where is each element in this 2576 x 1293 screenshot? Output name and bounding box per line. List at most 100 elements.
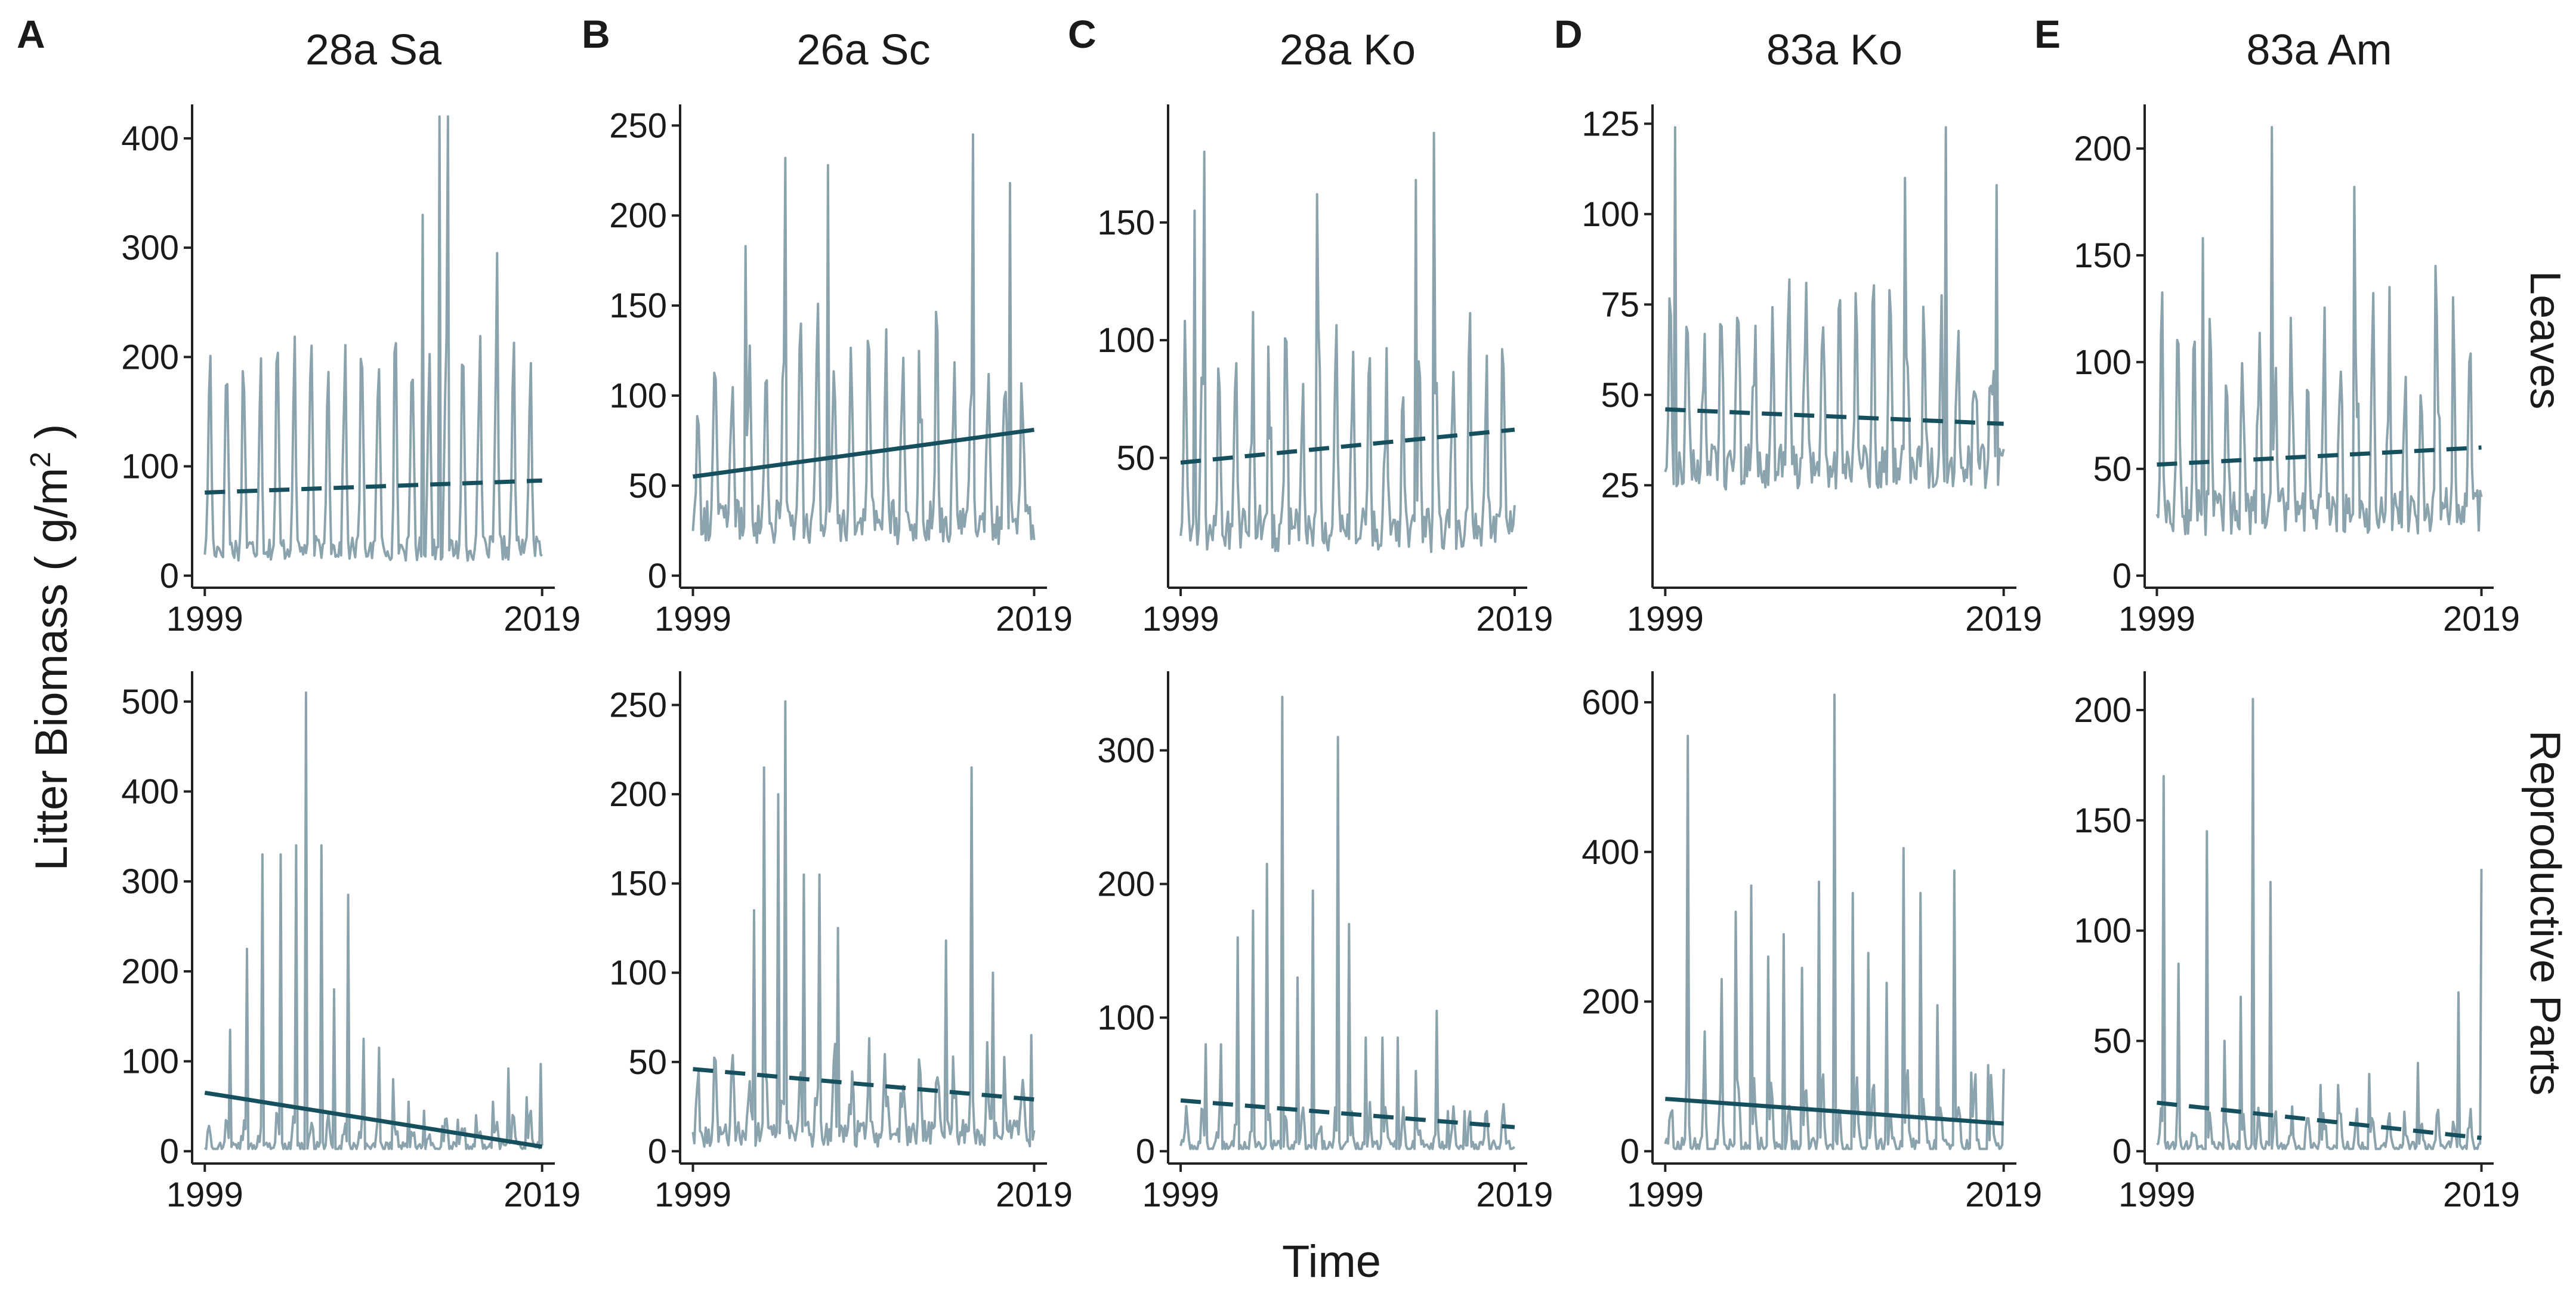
y-axis-title-superscript: 2 <box>25 452 57 468</box>
y-tick-label: 200 <box>121 952 179 991</box>
y-tick-label: 0 <box>160 557 179 595</box>
x-tick-label: 1999 <box>1627 600 1704 638</box>
x-axis-title: Time <box>1282 1236 1381 1287</box>
y-axis-title-suffix: ) <box>26 424 77 452</box>
y-tick-label: 100 <box>2074 343 2132 382</box>
y-tick-label: 100 <box>1582 195 1639 234</box>
x-tick-label: 2019 <box>504 1175 580 1214</box>
x-tick-label: 1999 <box>2118 600 2195 638</box>
y-tick-label: 250 <box>609 686 667 725</box>
x-tick-label: 1999 <box>1142 600 1219 638</box>
y-tick-label: 100 <box>121 448 179 486</box>
x-tick-label: 2019 <box>2443 600 2520 638</box>
strip-label-reproductive-parts: Reproductive Parts <box>2521 730 2569 1095</box>
y-tick-label: 300 <box>1097 732 1155 770</box>
y-tick-label: 200 <box>2074 129 2132 168</box>
y-tick-label: 200 <box>121 338 179 377</box>
y-tick-label: 150 <box>609 865 667 903</box>
y-tick-label: 200 <box>609 775 667 814</box>
panel-title: 28a Sa <box>305 26 442 74</box>
x-tick-label: 1999 <box>166 600 243 638</box>
panel-letter: B <box>582 12 610 56</box>
panel-26a-sc-reproductive: 0 50 100 150 200 250 1999 2019 <box>609 671 1073 1214</box>
y-tick-label: 100 <box>609 377 667 415</box>
y-tick-label: 0 <box>1136 1132 1155 1171</box>
x-tick-label: 2019 <box>504 600 580 638</box>
y-tick-label: 200 <box>1582 983 1639 1022</box>
panel-28a-sa-leaves: 0 100 200 300 400 1999 2019 28a Sa A <box>17 12 580 638</box>
y-tick-label: 0 <box>648 557 667 595</box>
series-line <box>203 691 543 1150</box>
y-tick-label: 100 <box>609 953 667 992</box>
panel-26a-sc-leaves: 0 50 100 150 200 250 1999 2019 26a Sc B <box>582 12 1073 638</box>
y-tick-label: 25 <box>1601 466 1639 505</box>
panel-83a-ko-reproductive: 0 200 400 600 1999 2019 <box>1582 671 2042 1214</box>
panel-28a-ko-reproductive: 0 100 200 300 1999 2019 <box>1097 671 1553 1214</box>
y-tick-label: 200 <box>1097 865 1155 904</box>
y-tick-label: 100 <box>2074 912 2132 951</box>
panel-title: 83a Am <box>2246 26 2392 74</box>
x-tick-label: 2019 <box>996 600 1073 638</box>
y-tick-label: 100 <box>1097 998 1155 1037</box>
y-tick-label: 200 <box>609 196 667 235</box>
y-tick-label: 75 <box>1601 285 1639 324</box>
panel-28a-sa-reproductive: 0 100 200 300 400 500 1999 2019 <box>121 671 580 1214</box>
series-line <box>2156 698 2483 1150</box>
trend-line <box>2157 445 2482 467</box>
y-tick-label: 500 <box>121 683 179 721</box>
x-tick-label: 2019 <box>1965 1175 2042 1214</box>
panel-83a-am-reproductive: 0 50 100 150 200 1999 2019 <box>2074 671 2520 1214</box>
y-tick-label: 0 <box>160 1132 179 1171</box>
series-line <box>691 133 1036 545</box>
series-line <box>2155 126 2483 536</box>
y-tick-label: 0 <box>1620 1132 1639 1171</box>
y-tick-label: 250 <box>609 106 667 145</box>
series-line <box>1664 693 2005 1150</box>
x-tick-label: 1999 <box>2118 1175 2195 1214</box>
y-tick-label: 100 <box>1097 321 1155 360</box>
x-tick-label: 2019 <box>1476 1175 1553 1214</box>
y-tick-label: 150 <box>1097 203 1155 242</box>
panel-letter: C <box>1068 12 1097 56</box>
x-tick-label: 1999 <box>654 1175 731 1214</box>
y-tick-label: 200 <box>2074 691 2132 730</box>
x-tick-label: 1999 <box>166 1175 243 1214</box>
y-tick-label: 100 <box>121 1042 179 1081</box>
y-tick-label: 50 <box>1116 439 1155 477</box>
strip-label-leaves: Leaves <box>2521 271 2569 409</box>
series-line <box>1179 696 1516 1150</box>
y-tick-label: 400 <box>1582 833 1639 872</box>
x-tick-label: 2019 <box>1965 600 2042 638</box>
y-tick-label: 0 <box>2112 557 2132 595</box>
y-tick-label: 400 <box>121 119 179 158</box>
panel-83a-ko-leaves: 25 50 75 100 125 1999 2019 83a Ko D <box>1554 12 2042 638</box>
y-tick-label: 400 <box>121 772 179 811</box>
y-tick-label: 50 <box>628 1043 667 1082</box>
series-line <box>691 700 1036 1148</box>
y-tick-label: 600 <box>1582 683 1639 722</box>
y-axis-title: Litter Biomass ( g/m2 ) <box>25 424 77 871</box>
trend-line <box>2157 1100 2482 1140</box>
trend-line <box>204 1090 543 1149</box>
y-tick-label: 50 <box>628 467 667 505</box>
x-tick-label: 1999 <box>654 600 731 638</box>
y-tick-label: 300 <box>121 229 179 267</box>
trend-line <box>1665 1097 2004 1126</box>
trend-line <box>693 1067 1034 1102</box>
panel-title: 83a Ko <box>1766 26 1902 74</box>
series-line <box>203 115 543 562</box>
x-tick-label: 2019 <box>1476 600 1553 638</box>
y-tick-label: 300 <box>121 862 179 901</box>
y-tick-label: 125 <box>1582 104 1639 143</box>
y-tick-label: 150 <box>2074 801 2132 840</box>
panel-28a-ko-leaves: 50 100 150 1999 2019 28a Ko C <box>1068 12 1553 638</box>
y-tick-label: 150 <box>609 286 667 325</box>
x-tick-label: 2019 <box>996 1175 1073 1214</box>
x-tick-label: 2019 <box>2443 1175 2520 1214</box>
y-tick-label: 50 <box>2093 1022 2132 1061</box>
y-tick-label: 0 <box>2112 1132 2132 1171</box>
panel-letter: E <box>2034 12 2061 56</box>
panel-title: 26a Sc <box>796 26 930 74</box>
